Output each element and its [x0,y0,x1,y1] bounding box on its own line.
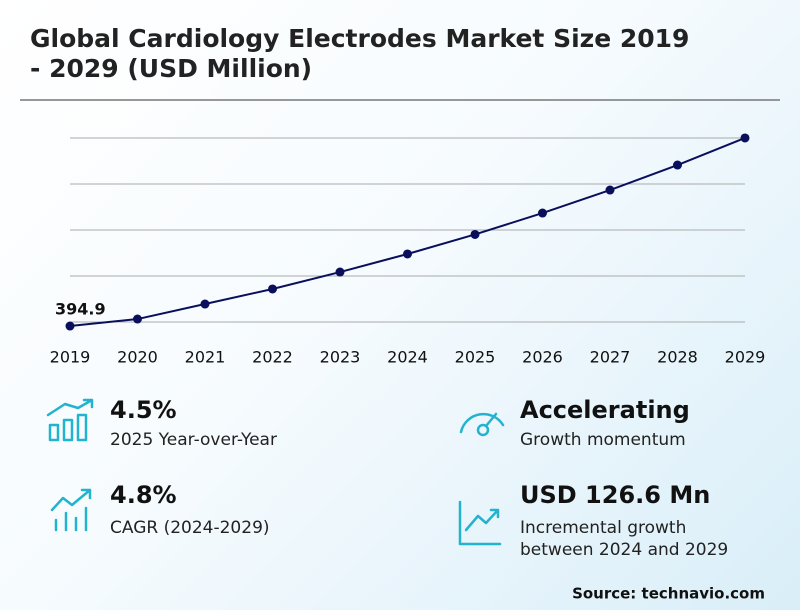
point [65,321,75,331]
title-line: - 2029 (USD Million) [30,54,312,83]
x-tick-label: 2028 [657,348,698,367]
stat-label-line: between 2024 and 2029 [520,540,728,560]
x-tick-label: 2029 [725,348,766,367]
x-tick-label: 2024 [387,348,428,367]
x-tick-label: 2020 [117,348,158,367]
x-tick-label: 2025 [455,348,496,367]
x-tick-label: 2027 [590,348,631,367]
point [538,208,547,218]
stat-label-line: Incremental growth [520,518,686,538]
icon-chart [458,500,502,546]
source: Source: technavio.com [572,585,765,603]
chart-title: Global Cardiology Electrodes Market Size… [30,24,689,83]
stat-label: Incremental growth between 2024 and 2029 [520,518,728,560]
point [403,249,412,259]
stat-label: 2025 Year-over-Year [110,430,277,450]
point [268,284,277,294]
point [200,299,210,309]
x-tick-label: 2022 [252,348,293,367]
icon-bars [46,398,94,442]
stat-label: Growth momentum [520,430,686,450]
point [740,133,750,143]
x-tick-label: 2023 [320,348,361,367]
point [605,185,615,195]
title-line: Global Cardiology Electrodes Market Size… [30,24,689,53]
line [69,137,746,328]
point [673,160,682,170]
stat-value: 4.8% [110,481,177,509]
icon-gauge [459,412,505,437]
stat-label: CAGR (2024-2029) [110,518,270,538]
point [133,314,142,324]
x-tick-label: 2021 [185,348,226,367]
x-tick-label: 2026 [522,348,563,367]
point [335,267,345,277]
stat-value: USD 126.6 Mn [520,481,710,509]
stat-value: Accelerating [520,396,690,424]
icon-growth [50,488,92,532]
x-tick-label: 2019 [50,348,91,367]
point [470,229,480,239]
stat-value: 4.5% [110,396,177,424]
data-label: 394.9 [55,300,106,319]
